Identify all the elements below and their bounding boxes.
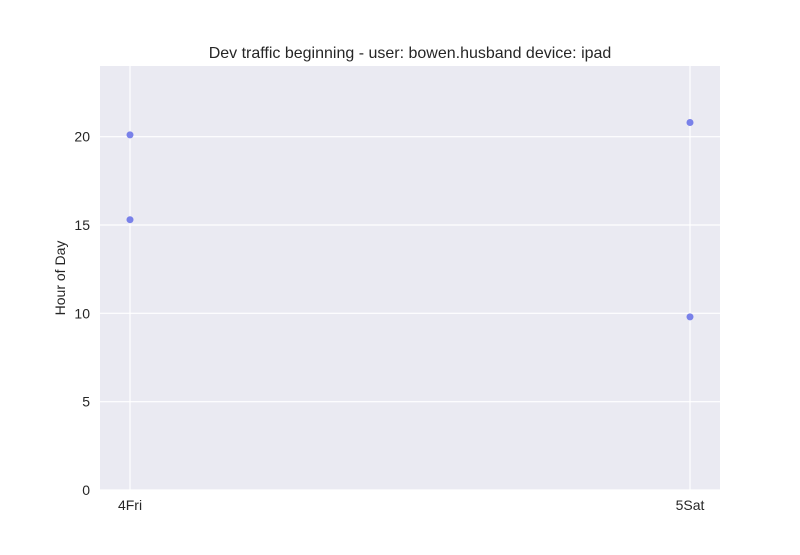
chart-title: Dev traffic beginning - user: bowen.husb… <box>209 45 612 62</box>
data-point <box>126 216 134 224</box>
data-point <box>686 119 694 127</box>
y-axis-label: Hour of Day <box>52 241 68 316</box>
y-tick-label: 20 <box>74 129 90 145</box>
y-tick-label: 10 <box>74 305 90 321</box>
x-tick-label: 4Fri <box>118 497 142 513</box>
data-points <box>126 119 694 321</box>
data-point <box>126 131 134 139</box>
y-tick-labels: 0 5 10 15 20 <box>74 129 90 498</box>
y-tick-label: 5 <box>82 394 90 410</box>
x-tick-labels: 4Fri 5Sat <box>118 497 705 513</box>
y-tick-label: 15 <box>74 217 90 233</box>
x-tick-label: 5Sat <box>676 497 705 513</box>
y-tick-label: 0 <box>82 482 90 498</box>
data-point <box>686 313 694 321</box>
plot-area <box>100 66 720 490</box>
